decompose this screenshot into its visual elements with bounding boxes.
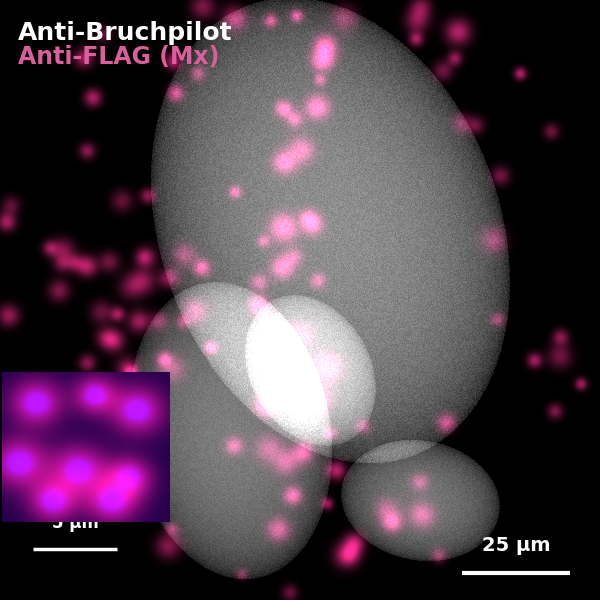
Text: Anti-FLAG (Mx): Anti-FLAG (Mx) (18, 45, 220, 69)
Text: Anti-Bruchpilot: Anti-Bruchpilot (18, 21, 233, 45)
Text: 25 μm: 25 μm (482, 536, 550, 555)
Text: 5 μm: 5 μm (52, 514, 98, 532)
